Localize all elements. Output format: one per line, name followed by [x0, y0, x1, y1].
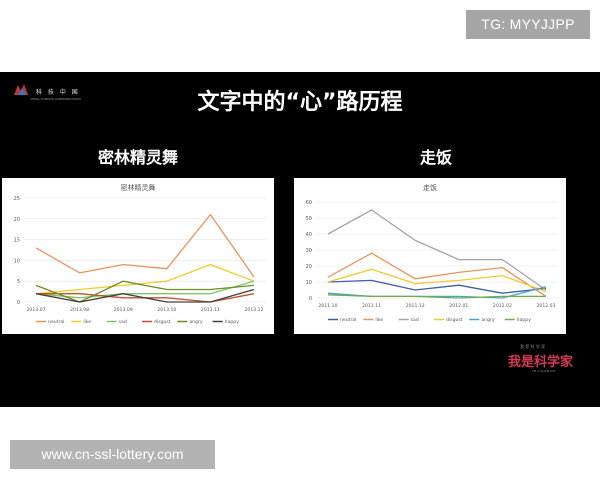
- y-tick-label: 50: [306, 216, 312, 222]
- legend-label: sad: [411, 317, 419, 323]
- logo-right: 我 是 科 学 家 我是科学家 I'M A SCIENTIST: [508, 344, 573, 380]
- legend-label: neutral: [48, 319, 64, 325]
- y-tick-label: 10: [14, 258, 20, 264]
- series-line-neutral: [35, 213, 255, 278]
- legend-label: disgust: [154, 319, 171, 325]
- logo-left-cn: 科 技 中 国: [36, 89, 80, 96]
- x-tick-label: 2012.03: [537, 303, 556, 309]
- series-line-sad: [327, 209, 547, 291]
- legend-label: happy: [225, 319, 240, 325]
- x-tick-label: 2013.10: [157, 307, 176, 313]
- chart-heading-right: 走饭: [419, 148, 453, 167]
- chart-panel-left: 密林精灵舞 0 5 10 15 20 25 2013.07 2013.08 2013.09 2013…: [2, 178, 274, 334]
- x-tick-label: 2012.01: [449, 303, 468, 309]
- legend-label: angry: [189, 319, 203, 325]
- slide: 科 技 中 国 CHINA SCIENCE COMMUNICATION 文字中的…: [0, 72, 600, 407]
- series-line-happy: [35, 288, 255, 303]
- legend-label: like: [83, 319, 91, 325]
- y-tick-label: 0: [17, 300, 20, 306]
- logo-right-en: I'M A SCIENTIST: [532, 369, 556, 373]
- y-tick-label: 15: [14, 238, 20, 244]
- logo-left-mark-icon: [14, 84, 28, 95]
- logo-right-small: 我 是 科 学 家: [520, 344, 546, 349]
- y-tick-label: 20: [14, 217, 20, 223]
- x-tick-label: 2013.08: [70, 307, 89, 313]
- logo-left: 科 技 中 国 CHINA SCIENCE COMMUNICATION: [12, 82, 92, 104]
- legend-label: sad: [119, 319, 127, 325]
- chart-right: 走饭 0 10 20 30 40 50 60 2011.10 2011.11 2011.12 2012…: [306, 183, 558, 323]
- watermark: www.cn-ssl-lottery.com: [10, 440, 215, 469]
- x-tick-label: 2011.11: [362, 303, 381, 309]
- series-line-like: [327, 252, 547, 297]
- y-tick-label: 0: [309, 296, 312, 302]
- x-tick-label: 2013.11: [201, 307, 220, 313]
- corner-tag: TG: MYYJJPP: [466, 10, 590, 39]
- y-tick-label: 60: [306, 200, 312, 206]
- y-tick-label: 20: [306, 264, 312, 270]
- x-tick-label: 2011.12: [406, 303, 425, 309]
- y-tick-label: 25: [14, 196, 20, 202]
- series-line-neutral: [327, 279, 547, 294]
- y-tick-label: 5: [17, 279, 20, 285]
- x-tick-label: 2012.02: [493, 303, 512, 309]
- y-tick-label: 10: [306, 280, 312, 286]
- series-line-disgust: [327, 268, 547, 293]
- series-line-like: [35, 263, 255, 295]
- logo-left-en: CHINA SCIENCE COMMUNICATION: [30, 97, 81, 101]
- y-tick-label: 40: [306, 232, 312, 238]
- y-tick-label: 30: [306, 248, 312, 254]
- legend-label: disgust: [446, 317, 463, 323]
- chart-left: 密林精灵舞 0 5 10 15 20 25 2013.07 2013.08 2013.09 2013…: [14, 183, 266, 325]
- logo-right-big: 我是科学家: [508, 355, 574, 370]
- legend-label: happy: [517, 317, 532, 323]
- legend-label: angry: [481, 317, 495, 323]
- x-tick-label: 2013.09: [114, 307, 133, 313]
- legend-label: neutral: [340, 317, 356, 323]
- legend-label: like: [375, 317, 383, 323]
- chart-title: 走饭: [423, 183, 437, 192]
- x-tick-label: 2013.07: [27, 307, 46, 313]
- x-tick-label: 2011.10: [319, 303, 338, 309]
- series-line-sad: [35, 280, 255, 299]
- series-line-happy: [327, 294, 546, 299]
- series-line-angry: [35, 280, 255, 303]
- slide-title: 文字中的“心”路历程: [197, 90, 403, 115]
- x-tick-label: 2013.12: [245, 307, 264, 313]
- chart-heading-left: 密林精灵舞: [97, 148, 179, 167]
- chart-panel-right: 走饭 0 10 20 30 40 50 60 2011.10 2011.11 2011.12 2012…: [294, 178, 566, 334]
- chart-title: 密林精灵舞: [121, 183, 156, 192]
